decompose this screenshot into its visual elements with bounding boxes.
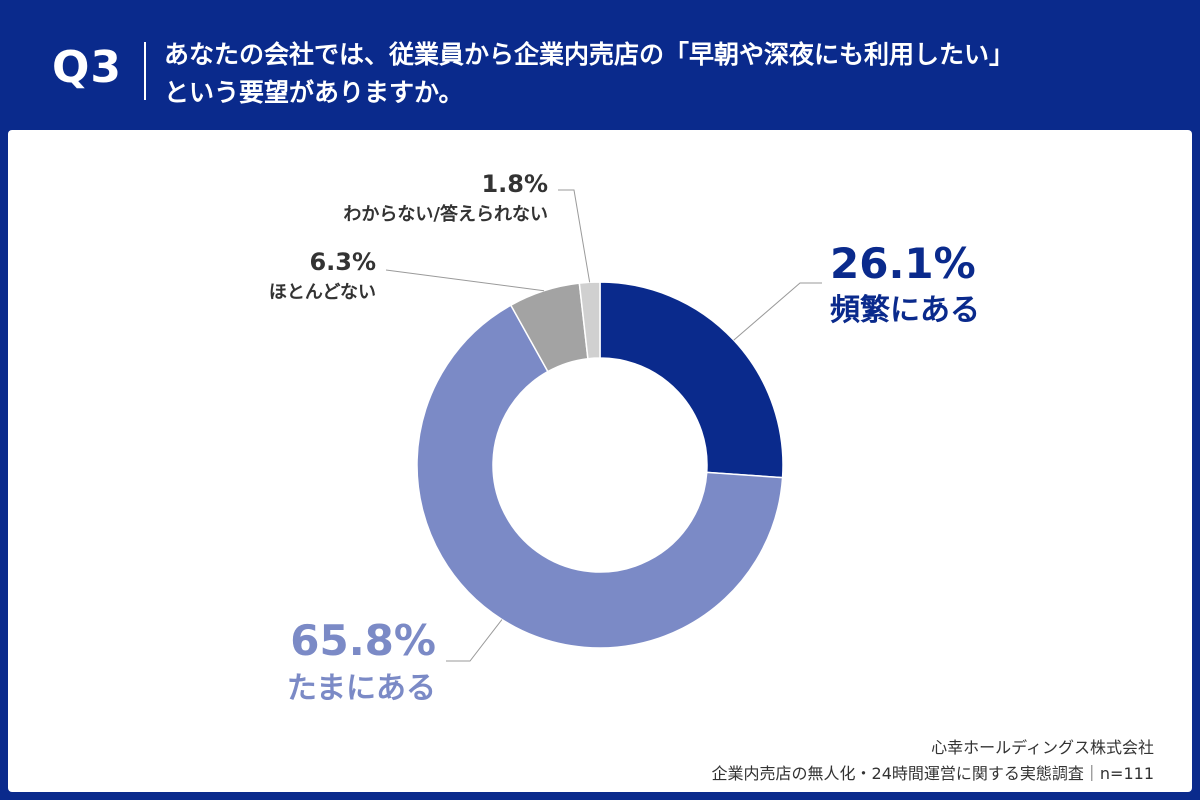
leader-line-3 xyxy=(385,269,545,292)
question-header: Q3 あなたの会社では、従業員から企業内売店の「早朝や深夜にも利用したい」 とい… xyxy=(0,0,1200,128)
chart-card: 26.1% 頻繁にある 65.8% たまにある 6.3% ほとんどない 1.8% わからない/… xyxy=(8,130,1192,792)
question-line-2: という要望がありますか。 xyxy=(164,78,464,107)
question-line-1: あなたの会社では、従業員から企業内売店の「早朝や深夜にも利用したい」 xyxy=(164,40,1015,69)
donut-slice-1 xyxy=(599,281,784,479)
value-label-2: 65.8% xyxy=(290,616,436,665)
source-company: 心幸ホールディングス株式会社 xyxy=(931,738,1154,757)
category-label-1: 頻繁にある xyxy=(830,293,980,328)
donut-chart: 26.1% 頻繁にある 65.8% たまにある 6.3% ほとんどない 1.8% わからない/… xyxy=(269,170,980,706)
source-survey: 企業内売店の無人化・24時間運営に関する実態調査｜n=111 xyxy=(711,764,1154,783)
donut-slice-4 xyxy=(578,281,601,360)
donut-slice-2 xyxy=(416,304,784,649)
question-text: あなたの会社では、従業員から企業内売店の「早朝や深夜にも利用したい」 という要望… xyxy=(164,36,1164,112)
category-label-4: わからない/答えられない xyxy=(343,203,548,225)
value-label-4: 1.8% xyxy=(481,170,548,198)
leader-line-4 xyxy=(558,189,591,283)
leader-line-1 xyxy=(733,282,822,341)
value-label-3: 6.3% xyxy=(309,248,376,276)
value-label-1: 26.1% xyxy=(830,239,976,288)
category-label-3: ほとんどない xyxy=(269,282,376,303)
question-number: Q3 xyxy=(52,42,123,93)
leader-line-2 xyxy=(446,619,503,662)
category-label-2: たまにある xyxy=(287,671,436,706)
header-divider xyxy=(144,42,146,100)
